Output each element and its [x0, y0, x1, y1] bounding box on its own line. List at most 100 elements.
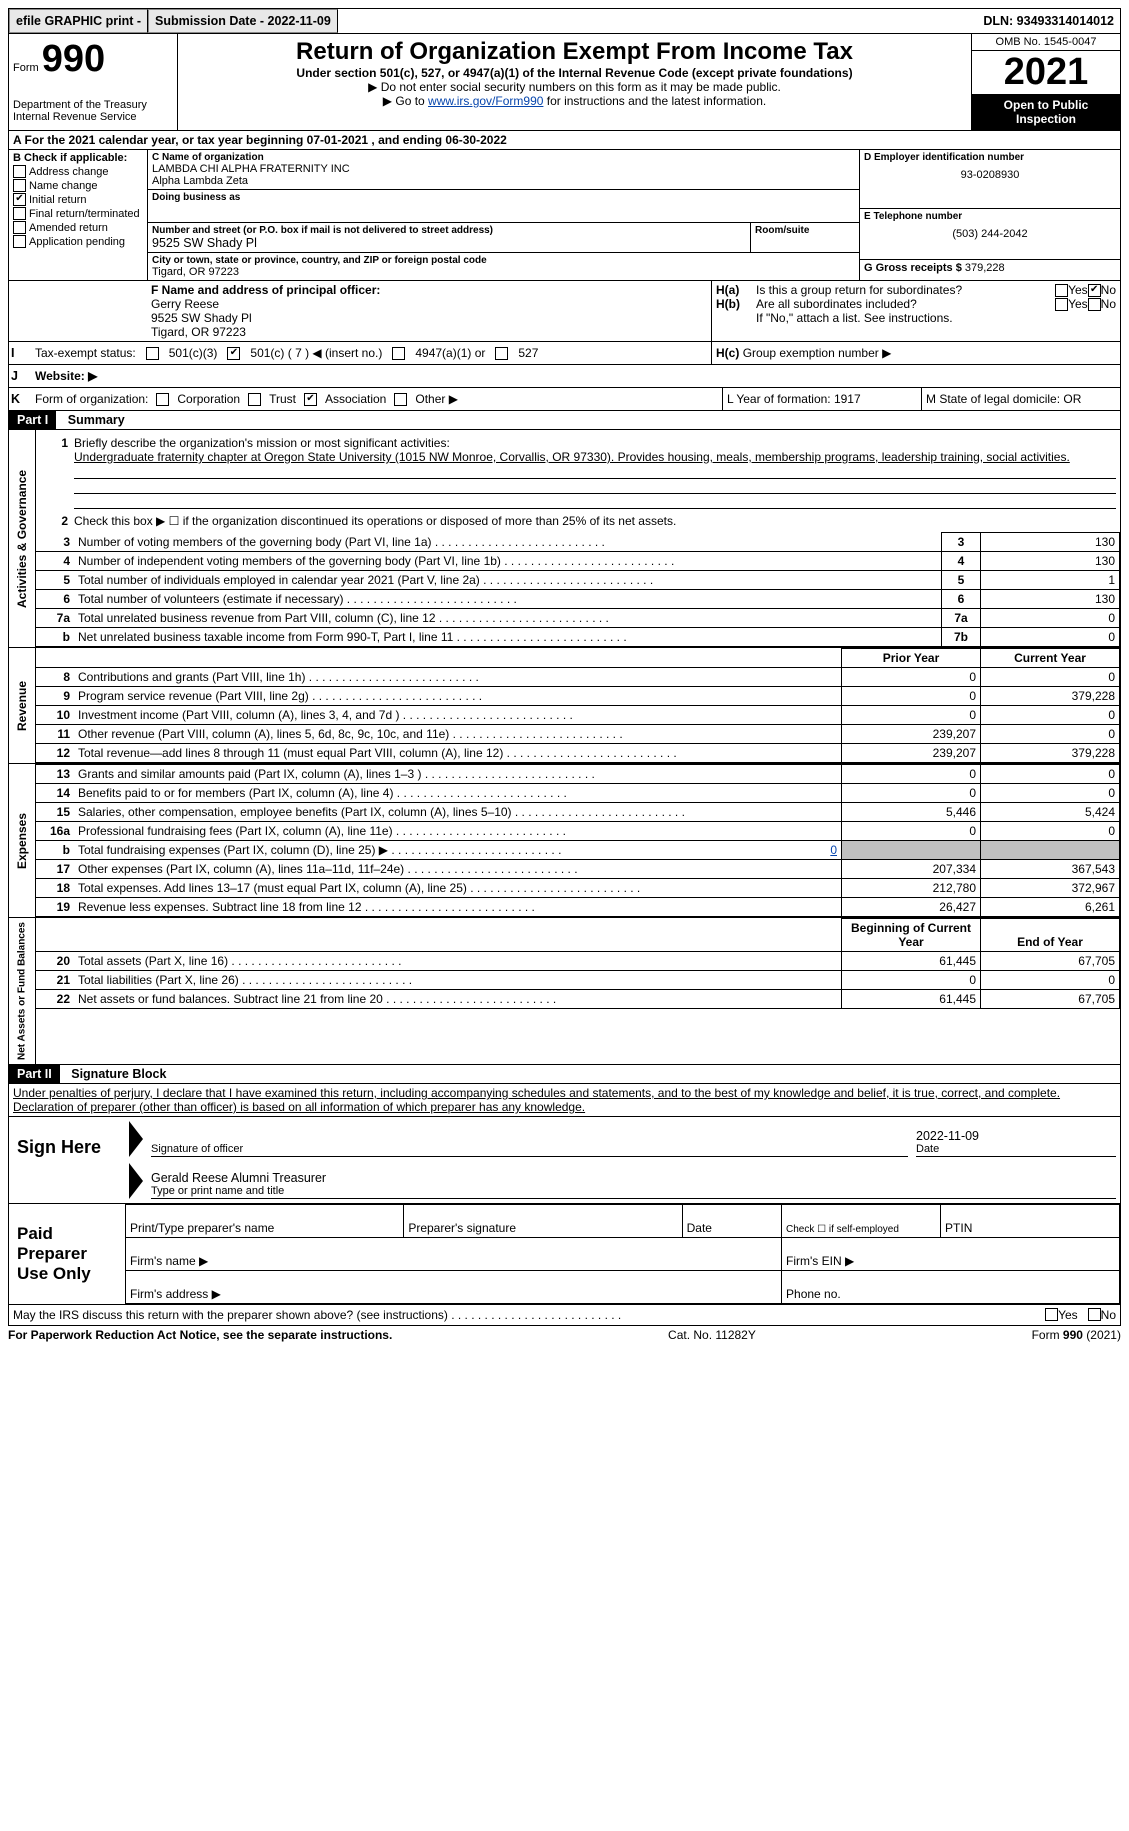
line-a: A For the 2021 calendar year, or tax yea…: [8, 131, 1121, 150]
col-header: Current Year: [981, 649, 1120, 668]
line-num: 6: [36, 590, 74, 609]
other-checkbox[interactable]: [394, 393, 407, 406]
goto-pre: ▶ Go to: [383, 94, 428, 108]
assoc-checkbox[interactable]: [304, 393, 317, 406]
irs-link[interactable]: www.irs.gov/Form990: [428, 94, 543, 108]
revenue-section: Revenue Prior Year Current Year 8 Contri…: [8, 648, 1121, 764]
trust-checkbox[interactable]: [248, 393, 261, 406]
curr-val: 0: [981, 822, 1120, 841]
curr-val: 67,705: [981, 952, 1120, 971]
line-num: 14: [36, 784, 74, 803]
hb-yes-checkbox[interactable]: [1055, 298, 1068, 311]
sign-arrow-icon: [129, 1121, 143, 1157]
check-applicable-label: B Check if applicable:: [13, 152, 143, 164]
typed-name-label: Type or print name and title: [151, 1185, 1116, 1199]
line-num: 7a: [36, 609, 74, 628]
applicable-checkbox[interactable]: [13, 193, 26, 206]
curr-val: 6,261: [981, 898, 1120, 917]
part1-title: Summary: [68, 413, 125, 427]
hc-label: H(c): [716, 346, 739, 360]
checkbox-line: Amended return: [13, 221, 143, 234]
ptin-label: PTIN: [941, 1205, 1120, 1238]
prior-val: 26,427: [842, 898, 981, 917]
hb-label: H(b): [716, 297, 756, 311]
discuss-yes-checkbox[interactable]: [1045, 1308, 1058, 1321]
ein-value: 93-0208930: [864, 169, 1116, 181]
527-checkbox[interactable]: [495, 347, 508, 360]
omb-number: OMB No. 1545-0047: [972, 34, 1120, 51]
curr-val: 5,424: [981, 803, 1120, 822]
prior-val: 239,207: [842, 725, 981, 744]
form-subtitle: Under section 501(c), 527, or 4947(a)(1)…: [188, 66, 961, 80]
checkbox-line: Address change: [13, 165, 143, 178]
line-num: 21: [36, 971, 74, 990]
discuss-row: May the IRS discuss this return with the…: [8, 1305, 1121, 1326]
side-label-gov: Activities & Governance: [9, 430, 36, 647]
ha-no-checkbox[interactable]: [1088, 284, 1101, 297]
firm-name-label: Firm's name ▶: [126, 1238, 782, 1271]
opt-corp: Corporation: [177, 392, 240, 406]
curr-val: 379,228: [981, 687, 1120, 706]
applicable-checkbox[interactable]: [13, 165, 26, 178]
efile-print-button[interactable]: efile GRAPHIC print -: [9, 9, 148, 33]
applicable-checkbox[interactable]: [13, 207, 26, 220]
part2-label: Part II: [9, 1065, 60, 1083]
prior-val: 212,780: [842, 879, 981, 898]
line-desc: Total fundraising expenses (Part IX, col…: [74, 841, 842, 860]
prior-val: 5,446: [842, 803, 981, 822]
section-i: I Tax-exempt status: 501(c)(3) 501(c) ( …: [8, 342, 1121, 365]
line-num: 22: [36, 990, 74, 1009]
submission-date: Submission Date - 2022-11-09: [148, 9, 338, 33]
org-name-label: C Name of organization: [152, 152, 855, 163]
col-c: C Name of organization LAMBDA CHI ALPHA …: [148, 150, 860, 280]
hb-text: Are all subordinates included?: [756, 297, 1055, 311]
checkbox-line: Final return/terminated: [13, 207, 143, 220]
part1-header: Part I Summary: [8, 411, 1121, 430]
paid-preparer-label: Paid Preparer Use Only: [9, 1204, 125, 1304]
line-val: 130: [981, 590, 1120, 609]
line-desc: Other expenses (Part IX, column (A), lin…: [74, 860, 842, 879]
tax-year: 2021: [972, 51, 1120, 94]
prior-val: 61,445: [842, 990, 981, 1009]
line-num: 8: [36, 668, 74, 687]
hb-no-checkbox[interactable]: [1088, 298, 1101, 311]
curr-val: 0: [981, 784, 1120, 803]
prior-val: 239,207: [842, 744, 981, 763]
gov-section: Activities & Governance 1 Briefly descri…: [8, 430, 1121, 648]
line-desc: Net assets or fund balances. Subtract li…: [74, 990, 842, 1009]
501c3-checkbox[interactable]: [146, 347, 159, 360]
ein-label: D Employer identification number: [864, 152, 1116, 163]
line-num: 5: [36, 571, 74, 590]
applicable-checkbox[interactable]: [13, 179, 26, 192]
checkbox-label: Address change: [29, 166, 109, 178]
prior-val: 0: [842, 784, 981, 803]
line-num: b: [36, 628, 74, 647]
dba-label: Doing business as: [152, 192, 855, 203]
officer-addr2: Tigard, OR 97223: [151, 325, 707, 339]
cat-no: Cat. No. 11282Y: [668, 1328, 756, 1342]
firm-ein-label: Firm's EIN ▶: [782, 1238, 1120, 1271]
line-desc: Total liabilities (Part X, line 26): [74, 971, 842, 990]
discuss-no-checkbox[interactable]: [1088, 1308, 1101, 1321]
line-num: 10: [36, 706, 74, 725]
applicable-checkbox[interactable]: [13, 221, 26, 234]
officer-name: Gerry Reese: [151, 297, 707, 311]
org-name-2: Alpha Lambda Zeta: [152, 175, 855, 187]
corp-checkbox[interactable]: [156, 393, 169, 406]
discuss-text: May the IRS discuss this return with the…: [13, 1308, 1045, 1322]
curr-val: 67,705: [981, 990, 1120, 1009]
curr-val: 379,228: [981, 744, 1120, 763]
website-label: Website: ▶: [35, 369, 97, 383]
line-desc: Number of independent voting members of …: [74, 552, 942, 571]
ha-yes-checkbox[interactable]: [1055, 284, 1068, 297]
501c-checkbox[interactable]: [227, 347, 240, 360]
opt-501c3: 501(c)(3): [169, 346, 218, 360]
curr-val: 372,967: [981, 879, 1120, 898]
4947-checkbox[interactable]: [392, 347, 405, 360]
form-title: Return of Organization Exempt From Incom…: [188, 38, 961, 66]
col-d: D Employer identification number 93-0208…: [860, 150, 1120, 280]
curr-val: 0: [981, 971, 1120, 990]
line-desc: Net unrelated business taxable income fr…: [74, 628, 942, 647]
line-desc: Professional fundraising fees (Part IX, …: [74, 822, 842, 841]
applicable-checkbox[interactable]: [13, 235, 26, 248]
